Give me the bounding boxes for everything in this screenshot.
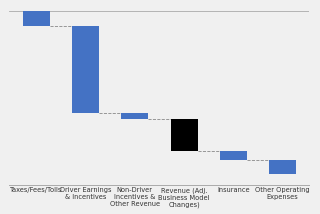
Bar xyxy=(23,11,50,26)
Bar xyxy=(269,160,296,174)
Bar xyxy=(220,151,247,160)
Bar xyxy=(72,26,99,113)
Bar xyxy=(171,119,197,151)
Bar xyxy=(121,113,148,119)
